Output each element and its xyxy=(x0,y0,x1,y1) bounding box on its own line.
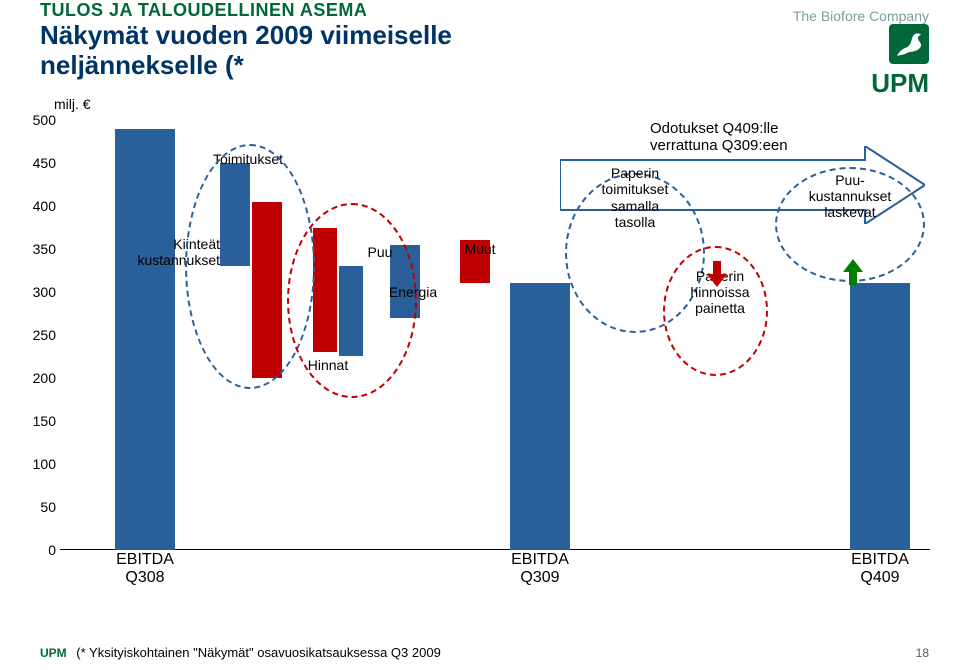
company-logo: The Biofore Company UPM xyxy=(793,8,929,99)
up-arrow-icon xyxy=(843,259,863,290)
y-tick-label: 200 xyxy=(20,370,56,386)
ebitda-waterfall-chart: milj. € 050100150200250300350400450500EB… xyxy=(60,120,930,590)
down-arrow-icon xyxy=(707,261,727,292)
effect-label: Paperintoimituksetsamallatasolla xyxy=(602,165,669,229)
category-label: EBITDAQ409 xyxy=(835,551,925,587)
plot-area: 050100150200250300350400450500EBITDAQ308… xyxy=(60,120,930,550)
y-axis-unit: milj. € xyxy=(54,96,91,112)
main-title-line1: Näkymät vuoden 2009 viimeiselle xyxy=(40,21,452,51)
logo-name: UPM xyxy=(793,68,929,99)
y-tick-label: 350 xyxy=(20,241,56,257)
bar-q309 xyxy=(510,283,570,550)
grouping-oval xyxy=(287,203,417,398)
griffin-icon xyxy=(889,24,929,64)
logo-tagline: The Biofore Company xyxy=(793,8,929,24)
y-tick-label: 450 xyxy=(20,155,56,171)
category-label: EBITDAQ308 xyxy=(100,551,190,587)
header: TULOS JA TALOUDELLINEN ASEMA Näkymät vuo… xyxy=(40,0,452,81)
main-title-line2: neljännekselle (* xyxy=(40,51,452,81)
kicker-title: TULOS JA TALOUDELLINEN ASEMA xyxy=(40,0,452,21)
footer-logo-text: UPM xyxy=(40,646,67,660)
y-tick-label: 150 xyxy=(20,413,56,429)
y-tick-label: 100 xyxy=(20,456,56,472)
y-tick-label: 500 xyxy=(20,112,56,128)
bar-q409 xyxy=(850,283,910,550)
y-tick-label: 50 xyxy=(20,499,56,515)
waterfall-label: Muut xyxy=(464,241,495,257)
y-tick-label: 250 xyxy=(20,327,56,343)
y-tick-label: 400 xyxy=(20,198,56,214)
y-tick-label: 0 xyxy=(20,542,56,558)
footer-text: (* Yksityiskohtainen "Näkymät" osavuosik… xyxy=(76,645,441,660)
slide: TULOS JA TALOUDELLINEN ASEMA Näkymät vuo… xyxy=(0,0,959,670)
expectations-header: Odotukset Q409:lleverrattuna Q309:een xyxy=(650,120,788,154)
category-label: EBITDAQ309 xyxy=(495,551,585,587)
effect-label: Puu-kustannuksetlaskevat xyxy=(809,172,892,220)
slide-number: 18 xyxy=(916,646,929,660)
footnote: UPM (* Yksityiskohtainen "Näkymät" osavu… xyxy=(40,645,441,660)
y-tick-label: 300 xyxy=(20,284,56,300)
bar-q308 xyxy=(115,129,175,550)
